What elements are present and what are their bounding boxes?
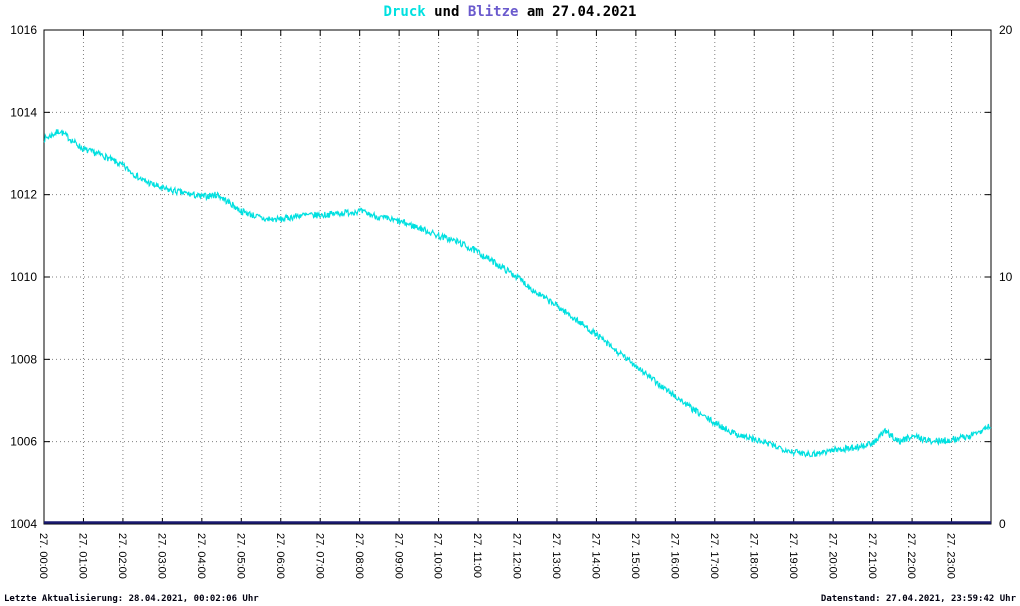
svg-text:1006: 1006 [10,435,37,449]
svg-text:27. 23:00: 27. 23:00 [945,533,957,579]
svg-text:27. 12:00: 27. 12:00 [511,533,523,579]
title-und: und [425,4,468,20]
svg-text:1004: 1004 [10,517,37,531]
svg-text:20: 20 [999,23,1013,37]
svg-text:27. 14:00: 27. 14:00 [590,533,602,579]
chart-title: Druck und Blitze am 27.04.2021 [0,4,1020,20]
svg-text:1012: 1012 [10,188,37,202]
title-blitze: Blitze [467,4,519,20]
svg-text:1008: 1008 [10,352,37,366]
svg-text:27. 08:00: 27. 08:00 [353,533,365,579]
svg-text:27. 02:00: 27. 02:00 [116,533,128,579]
svg-text:27. 06:00: 27. 06:00 [274,533,286,579]
svg-text:27. 03:00: 27. 03:00 [156,533,168,579]
svg-text:27. 15:00: 27. 15:00 [629,533,641,579]
svg-text:1014: 1014 [10,105,37,119]
svg-text:27. 01:00: 27. 01:00 [77,533,89,579]
svg-text:27. 20:00: 27. 20:00 [826,533,838,579]
svg-text:1010: 1010 [10,270,37,284]
svg-text:27. 16:00: 27. 16:00 [668,533,680,579]
title-date: am 27.04.2021 [518,4,637,20]
svg-text:27. 13:00: 27. 13:00 [550,533,562,579]
svg-text:27. 19:00: 27. 19:00 [787,533,799,579]
svg-text:27. 04:00: 27. 04:00 [195,533,207,579]
last-update-label: Letzte Aktualisierung: 28.04.2021, 00:02… [4,594,259,604]
svg-text:27. 22:00: 27. 22:00 [905,533,917,579]
svg-text:27. 05:00: 27. 05:00 [234,533,246,579]
svg-text:27. 00:00: 27. 00:00 [37,533,49,579]
data-state-label: Datenstand: 27.04.2021, 23:59:42 Uhr [820,594,1016,604]
svg-text:27. 10:00: 27. 10:00 [432,533,444,579]
title-druck: Druck [383,4,426,20]
svg-text:27. 21:00: 27. 21:00 [866,533,878,579]
svg-text:27. 18:00: 27. 18:00 [747,533,759,579]
svg-text:1016: 1016 [10,23,37,37]
svg-text:10: 10 [999,270,1013,284]
svg-text:27. 11:00: 27. 11:00 [471,533,483,578]
svg-text:0: 0 [999,517,1006,531]
svg-text:27. 09:00: 27. 09:00 [392,533,404,579]
svg-text:27. 07:00: 27. 07:00 [313,533,325,579]
svg-text:27. 17:00: 27. 17:00 [708,533,720,579]
